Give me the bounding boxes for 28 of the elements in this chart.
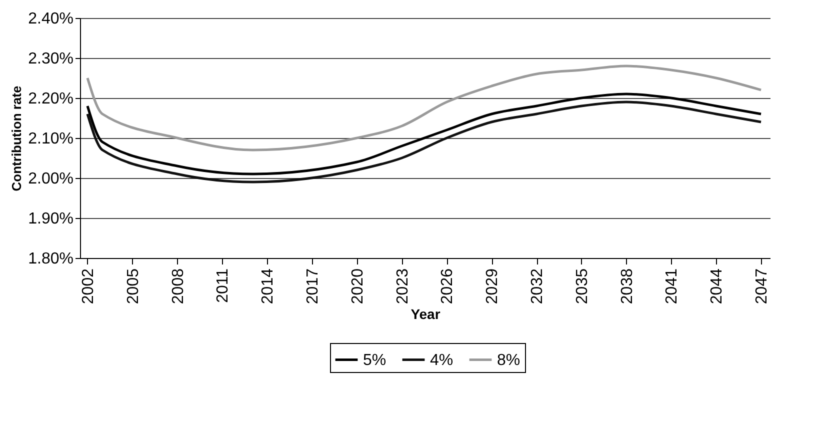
y-tick-label: 2.30%: [28, 50, 74, 68]
x-tick-label: 2020: [349, 268, 366, 304]
legend-label: 4%: [430, 352, 454, 369]
x-tick-label: 2008: [170, 268, 187, 304]
x-tick-label: 2002: [80, 268, 97, 304]
y-tick-label: 2.40%: [28, 10, 74, 28]
x-tick-label: 2029: [484, 268, 502, 304]
x-tick-label: 2005: [124, 268, 142, 304]
y-axis-title: Contribution rate: [9, 86, 24, 192]
x-tick-label: 2014: [260, 268, 277, 304]
x-tick-label: 2041: [664, 268, 681, 304]
x-tick-label: 2044: [708, 268, 726, 304]
x-axis-title: Year: [410, 306, 441, 322]
legend-label: 8%: [497, 352, 520, 369]
x-tick-label: 2035: [574, 268, 591, 304]
y-tick-label: 2.10%: [28, 130, 74, 148]
x-tick-label: 2047: [754, 268, 771, 304]
x-tick-label: 2038: [618, 268, 636, 304]
x-tick-label: 2017: [304, 268, 322, 304]
y-tick-label: 2.20%: [28, 90, 74, 108]
legend-label: 5%: [363, 352, 386, 369]
y-tick-label: 1.80%: [28, 250, 74, 268]
x-tick-label: 2011: [214, 268, 232, 303]
x-tick-label: 2032: [529, 268, 546, 304]
y-tick-label: 2.00%: [28, 170, 74, 188]
y-tick-label: 1.90%: [28, 210, 74, 228]
x-tick-label: 2023: [394, 268, 412, 304]
x-tick-label: 2026: [439, 268, 456, 304]
